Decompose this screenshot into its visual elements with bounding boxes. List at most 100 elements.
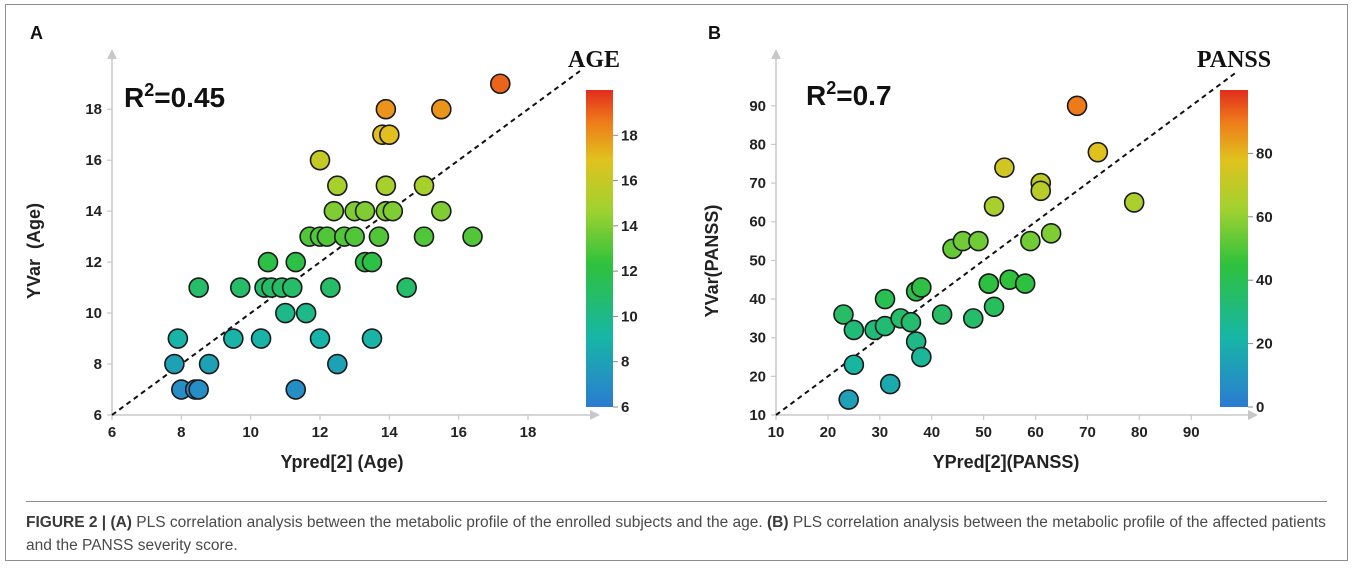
y-axis-label: YVar(PANSS) xyxy=(702,205,722,318)
data-point xyxy=(462,226,483,247)
reference-line xyxy=(775,70,1239,416)
y-tick-label: 70 xyxy=(749,175,766,192)
x-tick-label: 30 xyxy=(871,424,888,441)
figure-frame: 6 8 10 12 14 16 18 6 8 10 12 14 16 18 Ypred[2] (Age) YV… xyxy=(5,4,1348,561)
y-tick-label: 10 xyxy=(749,407,766,424)
y-tick-label: 8 xyxy=(94,356,102,373)
data-point xyxy=(962,308,984,329)
x-tick-label: 20 xyxy=(820,424,837,441)
r-squared-exponent: 2 xyxy=(826,78,836,98)
y-tick-label: 16 xyxy=(85,152,102,169)
data-point xyxy=(843,354,865,376)
x-tick-label: 10 xyxy=(242,424,259,441)
y-tick-label: 50 xyxy=(749,252,766,269)
r-squared-value: =0.7 xyxy=(836,80,891,111)
data-point xyxy=(327,175,348,196)
data-point xyxy=(983,195,1005,217)
data-point xyxy=(368,226,390,247)
r-squared-base: R xyxy=(806,80,826,111)
data-point xyxy=(354,200,376,222)
data-point xyxy=(978,273,1000,294)
data-point xyxy=(879,373,901,395)
data-point xyxy=(413,226,435,247)
colorbar-tick-label: 18 xyxy=(621,127,638,144)
colorbar-tick-label: 0 xyxy=(1256,399,1264,416)
colorbar-tick-label: 60 xyxy=(1256,209,1273,226)
colorbar-tick-label: 40 xyxy=(1256,272,1273,289)
x-axis-arrow-icon xyxy=(590,410,600,420)
y-tick-label: 6 xyxy=(94,407,102,424)
x-tick-label: 80 xyxy=(1131,424,1148,441)
data-point xyxy=(198,353,220,375)
x-tick-label: 70 xyxy=(1079,424,1096,441)
data-point xyxy=(489,73,511,95)
data-point xyxy=(309,328,331,349)
data-point xyxy=(257,251,279,273)
colorbar-title: PANSS xyxy=(1197,47,1271,73)
data-point xyxy=(1030,180,1052,202)
caption-a-text: PLS correlation analysis between the met… xyxy=(131,514,768,531)
data-point xyxy=(1066,95,1088,117)
data-point xyxy=(188,379,209,400)
x-tick-label: 10 xyxy=(768,424,785,441)
x-tick-label: 50 xyxy=(975,424,992,441)
x-tick-label: 12 xyxy=(312,424,329,441)
y-tick-label: 60 xyxy=(749,214,766,231)
data-point xyxy=(1040,223,1062,244)
data-point xyxy=(911,277,932,298)
colorbar-tick-label: 14 xyxy=(621,218,638,235)
colorbar-tick-label: 6 xyxy=(621,399,629,416)
y-tick-label: 30 xyxy=(749,330,766,347)
data-point xyxy=(413,175,435,196)
data-point xyxy=(838,389,859,410)
data-point xyxy=(994,157,1015,178)
colorbar-tick-label: 10 xyxy=(621,308,638,325)
x-tick-label: 18 xyxy=(520,424,537,441)
data-point xyxy=(167,328,189,349)
data-point xyxy=(320,277,341,298)
y-tick-label: 12 xyxy=(85,254,102,271)
data-point xyxy=(229,277,251,298)
data-point xyxy=(431,98,452,120)
caption-b-tag: (B) xyxy=(767,514,789,531)
y-tick-label: 90 xyxy=(749,98,766,115)
panel-b: 10 20 30 40 50 60 70 80 90102030405060708090YPre… xyxy=(702,23,1273,472)
data-point xyxy=(968,230,989,252)
data-point xyxy=(295,302,317,324)
data-point xyxy=(911,346,932,368)
y-tick-label: 80 xyxy=(749,136,766,153)
x-tick-label: 8 xyxy=(177,424,185,441)
caption-label: FIGURE 2 | xyxy=(26,514,107,531)
r-squared-annotation: R2=0.45 xyxy=(124,80,225,113)
data-point xyxy=(344,226,365,247)
y-tick-label: 14 xyxy=(85,203,102,220)
x-tick-label: 60 xyxy=(1027,424,1044,441)
data-point xyxy=(900,311,922,333)
data-point xyxy=(931,304,953,325)
data-point xyxy=(1014,273,1036,294)
data-point xyxy=(327,353,348,375)
data-point xyxy=(382,200,404,222)
data-point xyxy=(1020,230,1041,252)
colorbar-tick-label: 20 xyxy=(1256,336,1273,353)
data-point xyxy=(316,226,338,247)
data-point xyxy=(223,328,244,349)
caption-a-tag: (A) xyxy=(110,514,132,531)
x-tick-label: 40 xyxy=(923,424,940,441)
y-tick-label: 20 xyxy=(749,368,766,385)
caption-divider xyxy=(26,501,1327,502)
data-point xyxy=(164,353,185,375)
data-point xyxy=(361,328,383,349)
x-tick-label: 90 xyxy=(1183,424,1200,441)
data-point xyxy=(285,251,307,273)
r-squared-exponent: 2 xyxy=(144,80,154,100)
panel-a: 6 8 10 12 14 16 18 6 8 10 12 14 16 18 Ypred[2] (Age) YV… xyxy=(24,23,638,472)
panel-label: A xyxy=(30,23,43,43)
y-axis-arrow-icon xyxy=(771,49,781,59)
data-point xyxy=(833,304,854,325)
data-point xyxy=(375,98,397,120)
data-point xyxy=(1087,141,1109,163)
x-axis-label: YPred[2](PANSS) xyxy=(933,452,1080,472)
data-point xyxy=(309,149,331,171)
colorbar xyxy=(1220,90,1248,407)
